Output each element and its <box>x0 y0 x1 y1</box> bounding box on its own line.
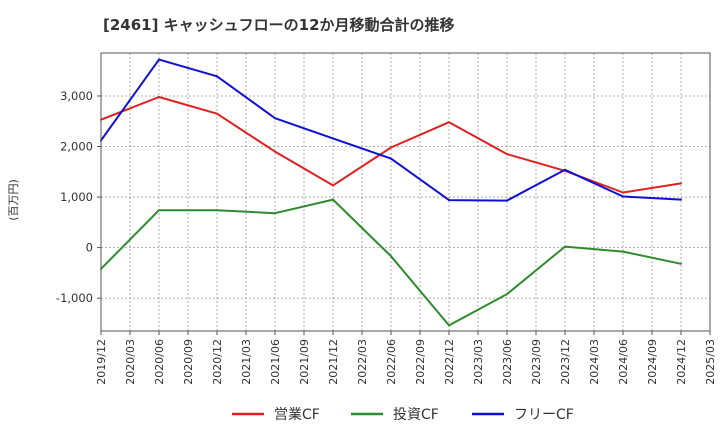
data-point <box>332 137 334 140</box>
legend-label: 営業CF <box>274 407 320 423</box>
x-tick-label: 2022/03 <box>356 339 369 385</box>
data-point <box>564 168 566 171</box>
x-tick-label: 2021/06 <box>269 339 282 385</box>
x-tick-label: 2023/06 <box>501 339 514 385</box>
x-tick-label: 2022/12 <box>443 339 456 385</box>
x-tick-label: 2020/12 <box>211 339 224 385</box>
data-point <box>332 198 334 201</box>
data-point <box>274 212 276 215</box>
x-tick-label: 2021/09 <box>298 339 311 385</box>
data-point <box>274 117 276 120</box>
y-tick-label: 1,000 <box>60 190 93 204</box>
data-point <box>680 262 682 265</box>
x-tick-label: 2020/06 <box>153 339 166 385</box>
chart-title: [2461] キャッシュフローの12か月移動合計の推移 <box>103 16 455 34</box>
x-tick-label: 2019/12 <box>95 339 108 385</box>
x-tick-label: 2020/09 <box>182 339 195 385</box>
legend: 営業CF 投資CF フリーCF <box>232 407 574 423</box>
data-point <box>216 75 218 78</box>
legend-label: フリーCF <box>514 407 574 423</box>
data-point <box>680 182 682 185</box>
data-point <box>158 58 160 61</box>
y-tick-label: 3,000 <box>60 89 93 103</box>
data-point <box>216 112 218 115</box>
y-axis-label: (百万円) <box>7 179 20 221</box>
data-point <box>622 195 624 198</box>
x-tick-label: 2024/12 <box>675 339 688 385</box>
y-tick-label: 2,000 <box>60 140 93 154</box>
grid <box>100 53 711 331</box>
data-point <box>448 324 450 327</box>
x-tick-label: 2021/12 <box>327 339 340 385</box>
y-tick-label: -1,000 <box>56 291 93 305</box>
data-point <box>390 255 392 258</box>
x-tick-label: 2024/09 <box>646 339 659 385</box>
axes: -1,000 0 1,000 2,000 3,000 2019/12 2020/03 2020… <box>56 89 717 385</box>
data-point <box>158 209 160 212</box>
x-tick-label: 2021/03 <box>240 339 253 385</box>
plot-frame <box>100 52 711 332</box>
data-point <box>448 199 450 202</box>
data-point <box>390 146 392 149</box>
x-tick-label: 2023/12 <box>559 339 572 385</box>
data-point <box>680 198 682 201</box>
x-tick-label: 2023/03 <box>472 339 485 385</box>
x-tick-label: 2025/03 <box>704 339 717 385</box>
x-tick-label: 2020/03 <box>124 339 137 385</box>
legend-label: 投資CF <box>393 407 439 423</box>
y-tick-label: 0 <box>86 241 93 255</box>
data-point <box>448 121 450 124</box>
data-point <box>216 209 218 212</box>
data-point <box>622 250 624 253</box>
data-point <box>332 184 334 187</box>
data-point <box>390 157 392 160</box>
data-point <box>622 191 624 194</box>
x-tick-label: 2022/09 <box>414 339 427 385</box>
x-tick-label: 2023/09 <box>530 339 543 385</box>
data-point <box>564 245 566 248</box>
x-tick-label: 2022/06 <box>385 339 398 385</box>
x-tick-label: 2024/06 <box>617 339 630 385</box>
x-tick-label: 2024/03 <box>588 339 601 385</box>
data-point <box>506 293 508 296</box>
data-point <box>506 199 508 202</box>
series-group <box>100 58 682 327</box>
data-point <box>274 150 276 153</box>
data-point <box>158 95 160 98</box>
data-point <box>506 153 508 156</box>
